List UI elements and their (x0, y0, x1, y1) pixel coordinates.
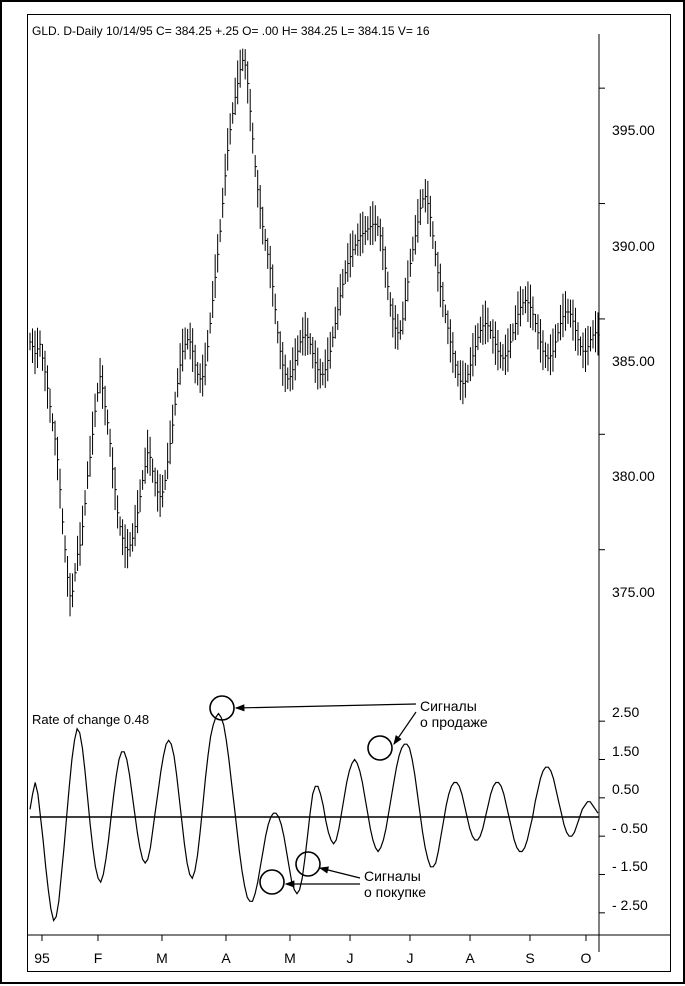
sell-signal-circle-0 (210, 696, 234, 720)
x-tick-label: A (465, 950, 474, 966)
roc-y-tick-label: - 2.50 (612, 897, 648, 913)
buy-signals-label: Сигналыо покупке (364, 868, 426, 900)
chart-svg (2, 2, 685, 986)
price-bars (30, 49, 600, 617)
x-tick-label: 95 (34, 950, 50, 966)
price-y-tick-label: 375.00 (612, 584, 655, 600)
x-tick-label: J (407, 950, 414, 966)
price-y-tick-label: 380.00 (612, 468, 655, 484)
x-tick-label: F (94, 950, 103, 966)
x-tick-label: M (156, 950, 168, 966)
x-tick-label: S (525, 950, 534, 966)
chart-frame: GLD. D-Daily 10/14/95 C= 384.25 +.25 O= … (0, 0, 685, 984)
sell-signals-label: Сигналыо продаже (420, 698, 488, 730)
roc-y-tick-label: - 1.50 (612, 858, 648, 874)
sell-signal-circle-1 (368, 736, 392, 760)
x-tick-label: J (347, 950, 354, 966)
roc-y-tick-label: 0.50 (612, 781, 639, 797)
roc-y-tick-label: 1.50 (612, 743, 639, 759)
sell-arrow-1 (394, 712, 416, 744)
roc-label: Rate of change 0.48 (32, 712, 149, 727)
price-y-tick-label: 385.00 (612, 353, 655, 369)
sell-arrow-0 (236, 704, 416, 708)
x-tick-label: A (221, 950, 230, 966)
x-tick-label: M (284, 950, 296, 966)
price-y-tick-label: 395.00 (612, 122, 655, 138)
buy-signal-circle-1 (296, 852, 320, 876)
price-y-tick-label: 390.00 (612, 238, 655, 254)
roc-y-tick-label: 2.50 (612, 704, 639, 720)
roc-y-tick-label: - 0.50 (612, 820, 648, 836)
buy-arrow-0 (320, 868, 360, 878)
buy-signal-circle-0 (260, 870, 284, 894)
x-tick-label: O (581, 950, 592, 966)
